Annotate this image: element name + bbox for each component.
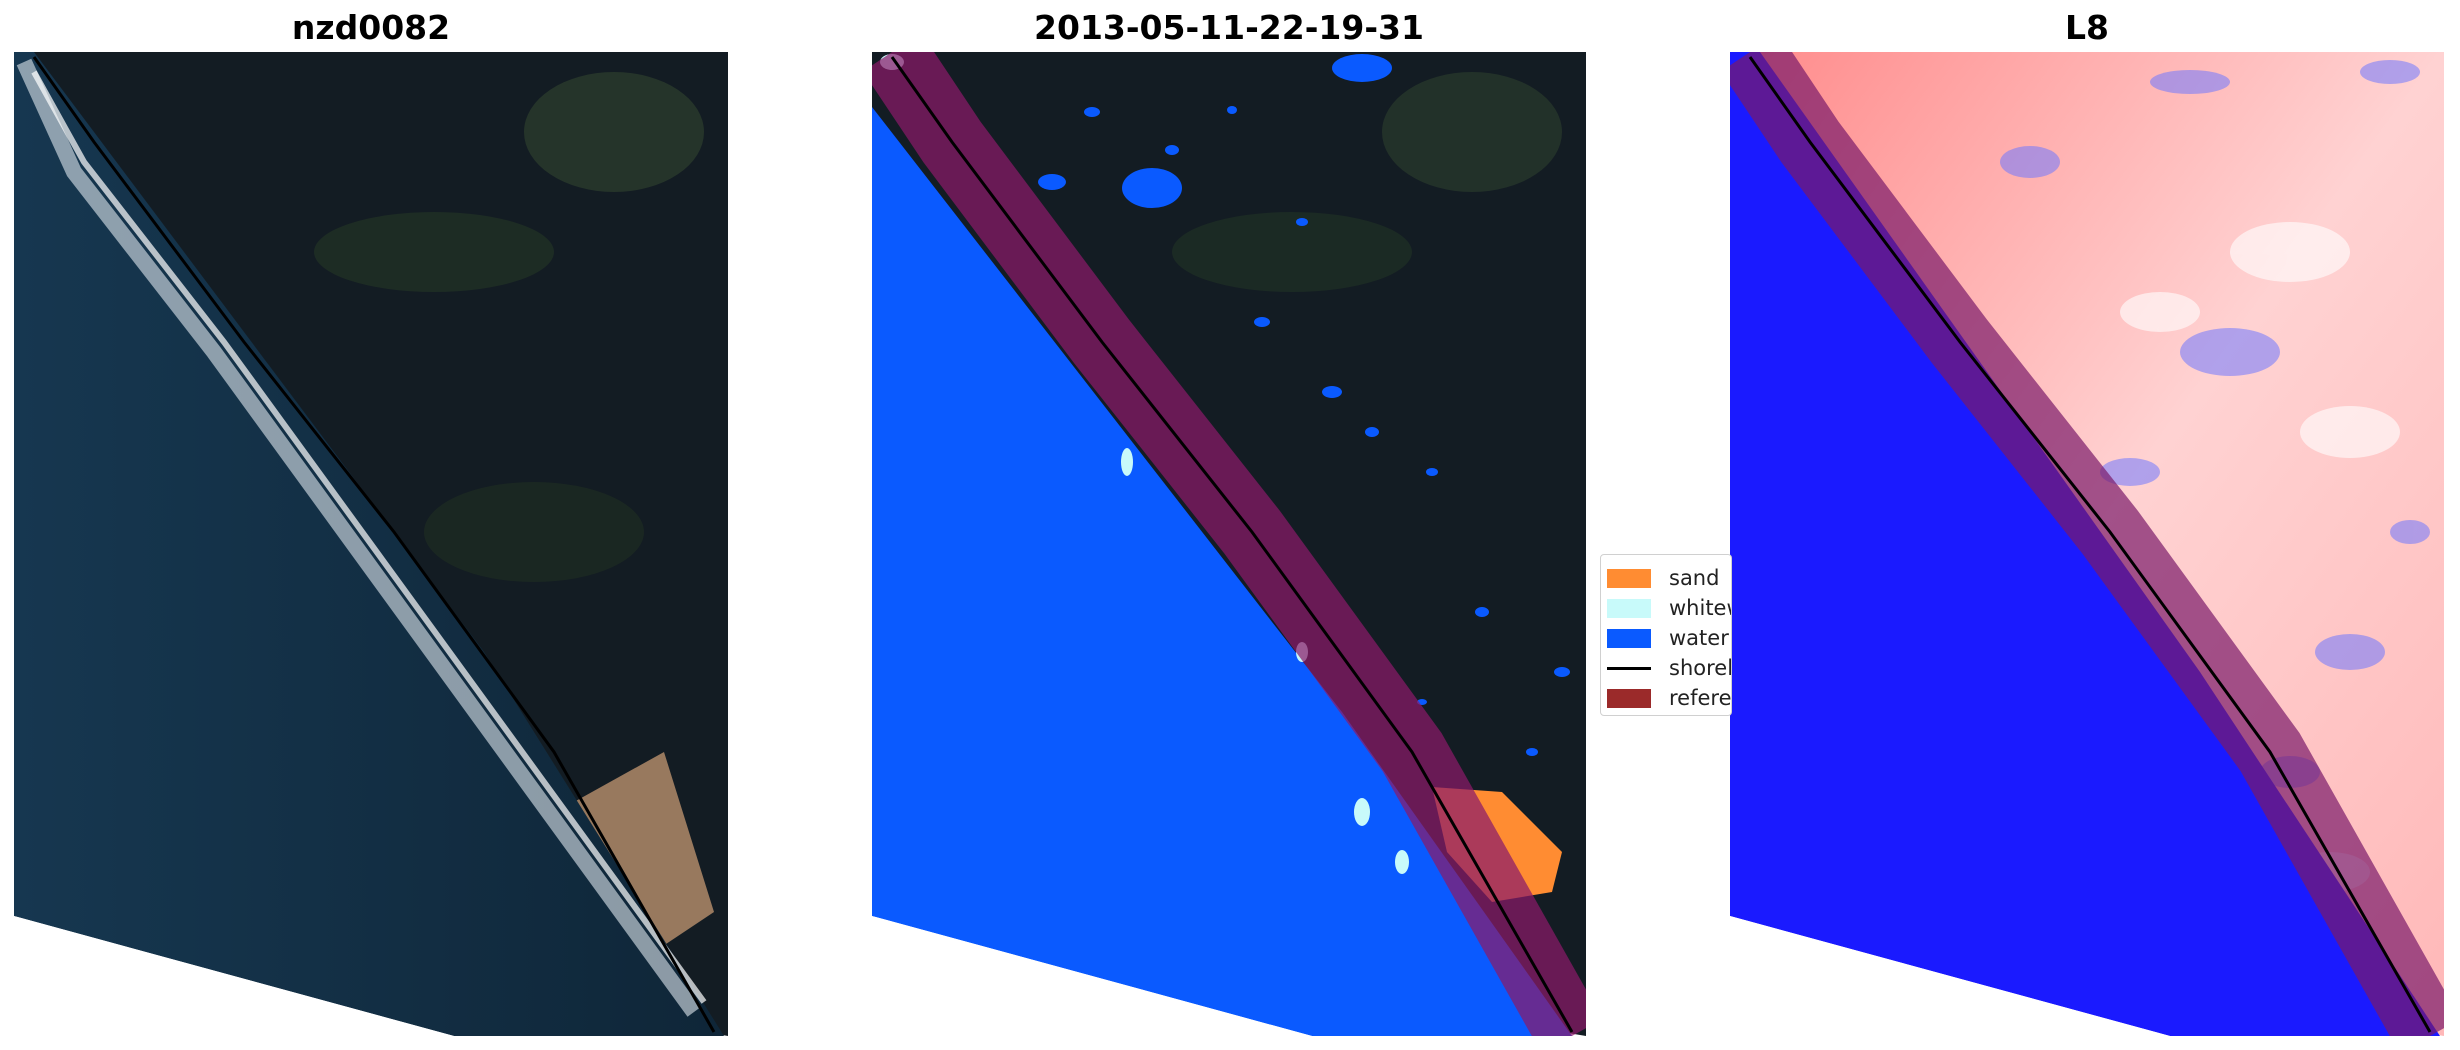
rgb-satellite-image xyxy=(14,52,728,1036)
reference-swatch xyxy=(1607,688,1651,708)
index-panel xyxy=(1730,52,2444,1036)
legend-label: reference xyxy=(1669,686,1732,710)
classification-panel xyxy=(872,52,1586,1036)
legend-label: water xyxy=(1669,626,1729,650)
sand-swatch xyxy=(1607,568,1651,588)
legend-label: sand xyxy=(1669,566,1720,590)
legend-item-water: water xyxy=(1607,623,1729,653)
shoreline-line xyxy=(890,56,1574,1033)
panel-title-rgb: nzd0082 xyxy=(291,8,451,47)
panel-title-classification: 2013-05-11-22-19-31 xyxy=(1034,8,1424,47)
whitewater-swatch xyxy=(1607,598,1651,618)
legend-item-reference: reference xyxy=(1607,683,1732,713)
panel-title-index: L8 xyxy=(2065,8,2109,47)
rgb-image-panel xyxy=(14,52,728,1036)
shoreline-swatch xyxy=(1607,666,1651,670)
classification-image xyxy=(872,52,1586,1036)
water-index-image xyxy=(1730,52,2444,1036)
shoreline-line xyxy=(32,56,716,1033)
water-swatch xyxy=(1607,628,1651,648)
legend-item-sand: sand xyxy=(1607,563,1719,593)
legend-label: shoreline xyxy=(1669,656,1732,680)
inland-water xyxy=(1038,54,1570,756)
legend-item-shoreline: shoreline xyxy=(1607,653,1732,683)
shoreline-line xyxy=(1748,56,2432,1033)
